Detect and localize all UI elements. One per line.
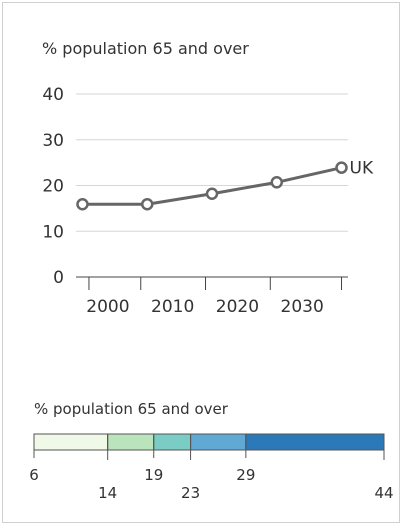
x-tick-label: 2010 bbox=[151, 297, 194, 317]
legend-swatch bbox=[190, 433, 247, 451]
legend-swatch bbox=[245, 433, 385, 451]
legend-break-label: 23 bbox=[181, 484, 200, 502]
legend-break-label: 44 bbox=[374, 484, 393, 502]
x-axis: 2000 2010 2020 2030 bbox=[76, 276, 348, 317]
legend-break-label: 29 bbox=[236, 466, 255, 484]
data-point bbox=[76, 198, 89, 211]
legend-title: % population 65 and over bbox=[34, 400, 229, 418]
x-tick-label: 2020 bbox=[216, 297, 259, 317]
y-tick-label: 40 bbox=[42, 85, 64, 105]
data-point bbox=[270, 176, 284, 189]
y-tick-label: 20 bbox=[42, 177, 64, 197]
legend-break-label: 6 bbox=[29, 466, 39, 484]
series-label: UK bbox=[350, 159, 374, 179]
data-point bbox=[335, 161, 348, 174]
x-tick-label: 2030 bbox=[281, 297, 324, 317]
data-point bbox=[205, 187, 219, 200]
y-tick-label: 0 bbox=[53, 268, 64, 288]
legend-swatch bbox=[33, 433, 109, 451]
grid: 0 10 20 30 40 bbox=[42, 85, 348, 288]
color-legend: 6 14 19 23 29 44 bbox=[29, 433, 394, 502]
legend-break-label: 14 bbox=[98, 484, 117, 502]
x-tick-label: 2000 bbox=[86, 297, 129, 317]
data-point bbox=[140, 198, 154, 211]
legend-swatch bbox=[153, 433, 192, 451]
legend-swatch bbox=[107, 433, 155, 451]
series-group: UK bbox=[76, 159, 374, 211]
legend-break-label: 19 bbox=[144, 466, 163, 484]
y-tick-label: 10 bbox=[42, 222, 64, 242]
y-axis-title: % population 65 and over bbox=[42, 39, 249, 58]
y-tick-label: 30 bbox=[42, 131, 64, 151]
